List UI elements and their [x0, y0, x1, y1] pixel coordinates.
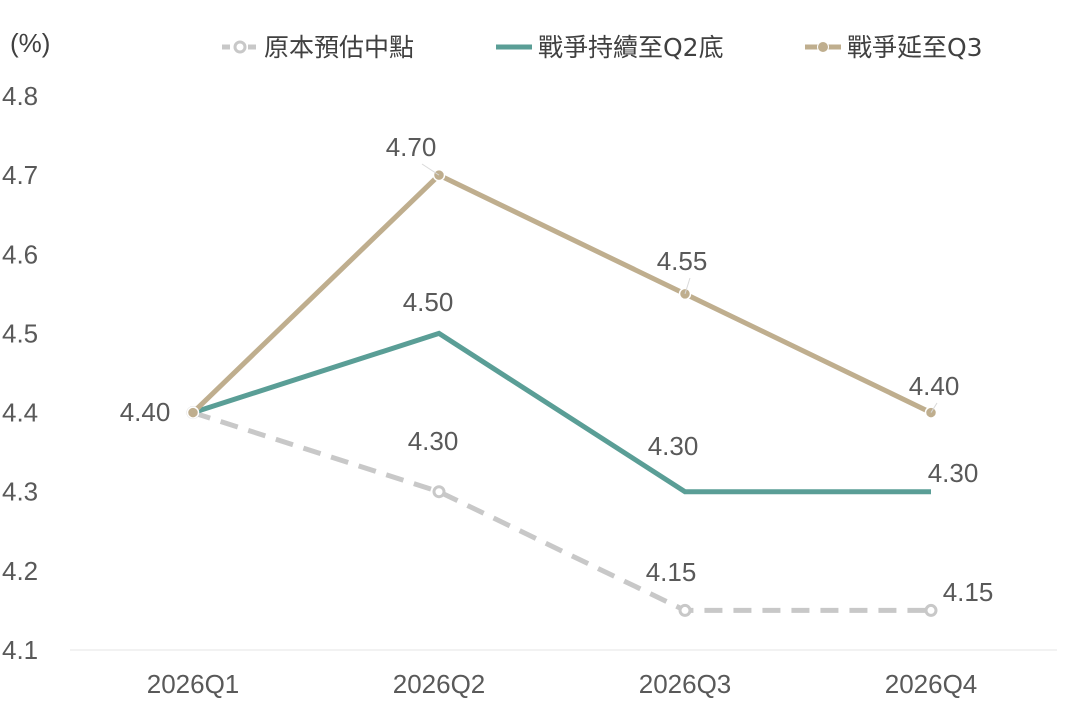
data-label: 4.70	[386, 132, 437, 162]
y-tick-label: 4.5	[2, 318, 38, 348]
series-point	[924, 603, 938, 617]
x-tick-label: 2026Q4	[885, 669, 978, 699]
data-label: 4.30	[928, 458, 979, 488]
x-tick-label: 2026Q2	[393, 669, 486, 699]
label-leader-line	[930, 402, 938, 413]
y-tick-label: 4.3	[2, 477, 38, 507]
y-tick-label: 4.8	[2, 81, 38, 111]
x-tick-label: 2026Q3	[639, 669, 732, 699]
data-label: 4.15	[943, 577, 994, 607]
legend-label: 戰爭延至Q3	[847, 33, 983, 62]
data-label: 4.55	[657, 246, 708, 276]
y-tick-label: 4.7	[2, 160, 38, 190]
data-label: 4.30	[408, 426, 459, 456]
data-label: 4.30	[648, 431, 699, 461]
label-leader-line	[421, 163, 440, 176]
data-labels-layer: 4.40 4.30 4.15 4.15 4.50 4.30 4.30 4.70 4.55 4.40	[120, 132, 994, 607]
legend-marker	[233, 40, 247, 54]
legend-marker	[817, 41, 829, 53]
y-axis-unit-label: (%)	[10, 28, 50, 58]
series-point	[432, 485, 446, 499]
y-axis: 4.1 4.2 4.3 4.4 4.5 4.6 4.7 4.8	[2, 81, 38, 665]
data-label: 4.15	[646, 557, 697, 587]
data-label: 4.40	[120, 397, 171, 427]
legend-item: 原本預估中點	[222, 33, 414, 62]
series-point	[678, 603, 692, 617]
label-leader-line	[684, 277, 691, 295]
y-tick-label: 4.2	[2, 556, 38, 586]
legend-item: 戰爭持續至Q2底	[496, 33, 724, 62]
y-tick-label: 4.6	[2, 239, 38, 269]
y-tick-label: 4.4	[2, 398, 38, 428]
legend-label: 原本預估中點	[264, 33, 414, 62]
legend-label: 戰爭持續至Q2底	[538, 33, 724, 62]
x-axis: 2026Q1 2026Q2 2026Q3 2026Q4	[147, 669, 978, 699]
series-line	[192, 330, 931, 495]
series-point	[186, 406, 200, 419]
data-label: 4.40	[909, 371, 960, 401]
x-tick-label: 2026Q1	[147, 669, 240, 699]
legend: 原本預估中點 戰爭持續至Q2底 戰爭延至Q3	[222, 33, 983, 62]
series-line	[192, 410, 931, 613]
series-layer	[186, 168, 938, 617]
y-tick-label: 4.1	[2, 635, 38, 665]
series-line	[191, 172, 933, 415]
legend-item: 戰爭延至Q3	[805, 33, 983, 62]
data-label: 4.50	[403, 287, 454, 317]
